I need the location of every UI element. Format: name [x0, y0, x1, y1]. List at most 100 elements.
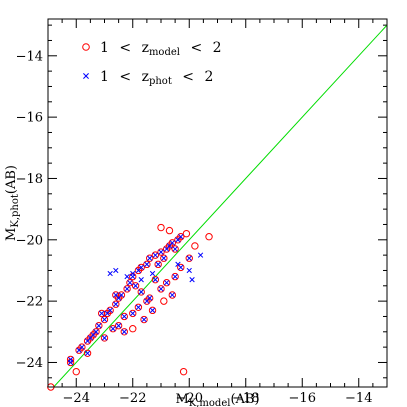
x-stroke [152, 277, 159, 283]
data-point-circle [129, 325, 137, 333]
x-stroke [101, 316, 108, 323]
y-tick-label: −20 [16, 233, 43, 248]
data-point-circle [97, 309, 106, 318]
data-point-x [113, 301, 119, 307]
y-tick-label: −22 [16, 295, 43, 310]
data-point-circle [177, 263, 185, 272]
data-point-circle [205, 233, 213, 241]
x-stroke [172, 246, 178, 252]
x-stroke [178, 234, 184, 240]
data-point-circle [120, 312, 128, 321]
x-stroke [197, 252, 204, 258]
x-stroke [113, 292, 119, 298]
data-point-x [161, 255, 167, 261]
data-point-x [149, 307, 156, 313]
x-stroke [124, 286, 130, 292]
x-tick-label: −20 [176, 391, 203, 406]
x-stroke [124, 273, 130, 280]
data-point-circle [160, 254, 168, 262]
data-point-x [130, 310, 136, 317]
data-point-circle [171, 245, 179, 253]
y-tick-labels: −24 −22 −20 −18 −16 −14 [16, 49, 43, 371]
data-point-circle [179, 367, 188, 376]
x-stroke [99, 310, 105, 317]
data-point-circle [151, 275, 160, 284]
x-stroke [130, 310, 136, 317]
tick-marks [47, 19, 388, 387]
data-point-x [189, 277, 195, 283]
x-stroke [96, 323, 102, 329]
x-stroke [138, 277, 144, 283]
data-point-x [118, 292, 125, 298]
x-stroke [175, 261, 181, 267]
legend-entry-model: 1 < zmodel < 2 [82, 40, 222, 58]
data-point-x [149, 270, 156, 277]
data-point-circle [114, 321, 123, 330]
x-tick-label: −18 [232, 391, 259, 406]
data-point-circle [109, 325, 117, 333]
data-points [47, 223, 213, 391]
x-tick-labels: −24 −22 −20 −18 −16 −14 [63, 391, 373, 406]
y-tick-label: −14 [16, 49, 43, 64]
data-point-circle [137, 288, 145, 296]
data-point-x [152, 252, 159, 258]
data-point-circle [137, 263, 145, 272]
data-point-circle [168, 291, 177, 299]
x-stroke [67, 356, 74, 363]
data-point-x [147, 295, 153, 301]
data-point-circle [182, 229, 191, 238]
data-point-circle [143, 260, 151, 269]
x-stroke [138, 264, 144, 271]
x-stroke [101, 335, 108, 341]
data-point-circle [95, 321, 103, 330]
x-stroke [113, 301, 119, 307]
x-tick-label: −22 [119, 391, 146, 406]
data-point-x [155, 261, 161, 267]
y-tick-label: −24 [16, 356, 43, 371]
data-point-x [84, 350, 91, 356]
x-stroke [130, 270, 136, 277]
one-to-one-reference-line [53, 24, 388, 388]
x-tick-label: −16 [289, 391, 316, 406]
x-stroke [147, 255, 153, 261]
data-point-circle [117, 291, 126, 299]
data-point-x [158, 286, 164, 292]
legend-marker-x [83, 73, 89, 79]
data-point-x [132, 283, 139, 289]
data-point-x [169, 292, 175, 298]
x-tick-label: −24 [63, 391, 90, 406]
x-stroke [83, 73, 89, 79]
x-stroke [186, 255, 192, 261]
x-stroke [152, 252, 159, 258]
x-stroke [147, 295, 153, 301]
data-point-x [115, 323, 122, 329]
data-point-x [152, 277, 159, 283]
data-point-x [107, 307, 113, 313]
data-point-circle [123, 285, 131, 293]
data-point-x [113, 267, 119, 274]
y-tick-label: −16 [16, 111, 43, 126]
x-stroke [149, 270, 156, 277]
data-point-circle [78, 343, 86, 351]
y-axis-label: MK,phot(AB) [4, 165, 21, 241]
data-point-circle [151, 251, 160, 259]
legend-label-phot: 1 < zphot < 2 [100, 69, 213, 88]
data-point-circle [157, 285, 165, 293]
data-point-x [172, 246, 178, 252]
data-point-circle [154, 260, 162, 269]
x-stroke [178, 264, 184, 271]
x-stroke [161, 255, 167, 261]
data-point-circle [165, 226, 174, 235]
data-point-circle [112, 300, 120, 308]
x-stroke [127, 280, 133, 286]
data-point-x [99, 310, 105, 317]
x-stroke [155, 261, 161, 267]
x-stroke [158, 249, 164, 255]
data-point-circle [146, 294, 154, 302]
data-point-x [138, 264, 144, 271]
data-point-circle [129, 309, 137, 318]
x-stroke [135, 304, 142, 310]
x-stroke [84, 350, 91, 356]
x-stroke [113, 267, 119, 274]
